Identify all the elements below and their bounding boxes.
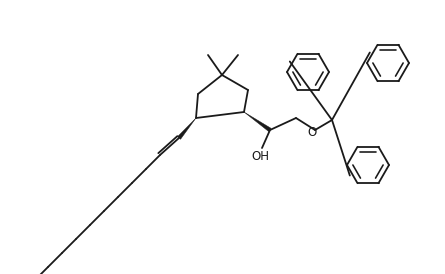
- Text: O: O: [307, 127, 317, 139]
- Text: OH: OH: [251, 150, 269, 162]
- Polygon shape: [244, 112, 271, 132]
- Polygon shape: [178, 118, 196, 139]
